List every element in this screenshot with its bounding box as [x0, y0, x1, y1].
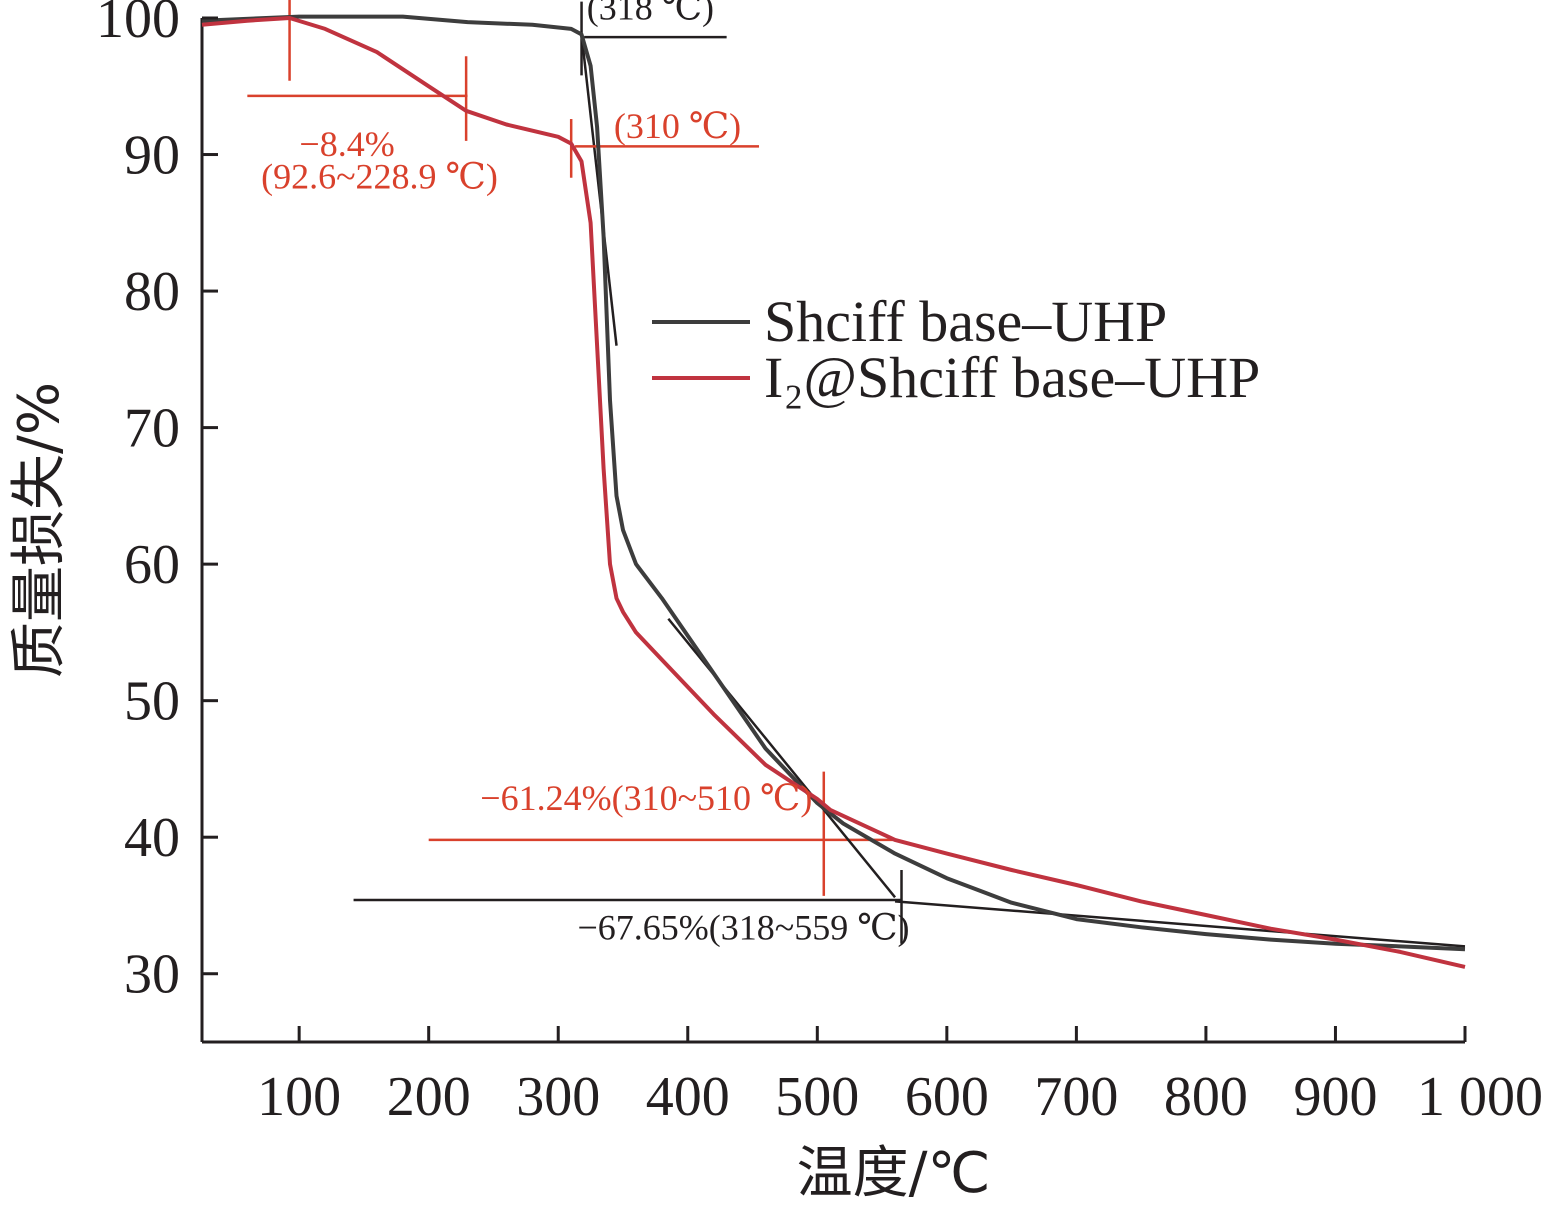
series-line-1: [201, 16, 1466, 969]
annotation-onset-310: (310 ℃): [614, 106, 741, 146]
y-tick-label: 30: [124, 944, 180, 1006]
y-tick-label: 60: [124, 534, 180, 596]
annotation-loss-67-65: −67.65%(318~559 ℃): [577, 908, 909, 948]
y-tick-label: 100: [96, 0, 180, 50]
annotation-loss-8-4: −8.4%: [299, 124, 394, 164]
x-tick-label: 900: [1293, 1066, 1377, 1128]
x-tick-label: 700: [1034, 1066, 1118, 1128]
x-tick-label: 1 000: [1417, 1066, 1543, 1128]
x-tick-label: 800: [1164, 1066, 1248, 1128]
x-tick-label: 300: [516, 1066, 600, 1128]
y-tick-label: 90: [124, 125, 180, 187]
annotation-range-92-228: (92.6~228.9 ℃): [261, 157, 498, 197]
marker-tangent-559: [667, 617, 897, 899]
marker-baseline-559: [894, 900, 1466, 948]
x-tick-label: 500: [775, 1066, 859, 1128]
legend-label-shciff-base-uhp: Shciff base–UHP: [764, 289, 1167, 354]
series-line-0: [201, 14, 1466, 952]
legend: Shciff base–UHP I₂@Shciff base–UHP: [652, 289, 1260, 410]
y-axis-title: 质量损失/%: [7, 382, 72, 678]
y-tick-label: 50: [124, 671, 180, 733]
x-tick-label: 100: [257, 1066, 341, 1128]
x-axis-title: 温度/℃: [797, 1141, 991, 1206]
y-tick-label: 80: [124, 261, 180, 323]
x-tick-label: 400: [646, 1066, 730, 1128]
x-tick-label: 200: [387, 1066, 471, 1128]
legend-label-i2-shciff-base-uhp: I₂@Shciff base–UHP: [764, 345, 1260, 410]
annotation-loss-61-24: −61.24%(310~510 ℃): [480, 778, 812, 818]
y-tick-label: 70: [124, 398, 180, 460]
y-tick-label: 40: [124, 807, 180, 869]
annotation-onset-318: (318 ℃): [587, 0, 714, 27]
x-tick-label: 600: [905, 1066, 989, 1128]
